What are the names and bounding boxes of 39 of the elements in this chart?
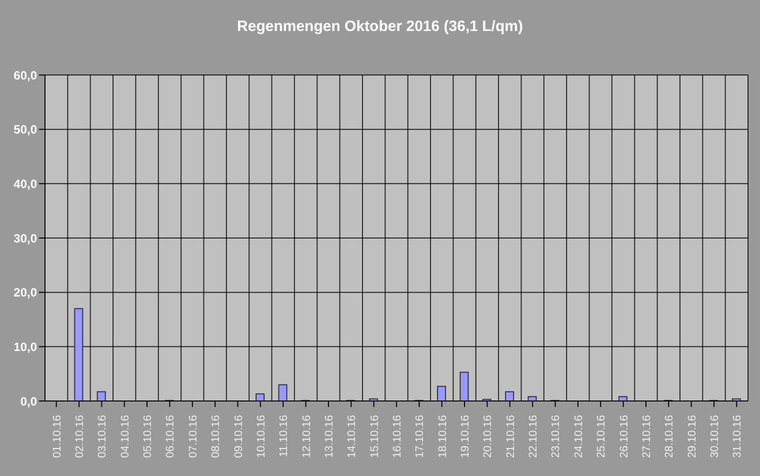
x-tick-label: 21.10.16 — [504, 415, 517, 458]
y-tick-label: 50,0 — [14, 122, 38, 137]
x-tick-label: 05.10.16 — [142, 415, 154, 458]
x-tick-label: 01.10.16 — [51, 415, 64, 458]
x-tick-label: 11.10.16 — [278, 415, 290, 458]
x-tick-label: 04.10.16 — [119, 415, 132, 458]
x-tick-label: 24.10.16 — [572, 415, 585, 458]
x-tick-label: 28.10.16 — [664, 415, 676, 458]
x-tick-label: 27.10.16 — [640, 415, 653, 458]
x-tick-label: 09.10.16 — [232, 415, 245, 458]
x-tick-label: 18.10.16 — [436, 415, 449, 458]
x-tick-label: 19.10.16 — [460, 415, 472, 458]
x-tick-label: 22.10.16 — [528, 415, 540, 458]
y-tick-label: 20,0 — [14, 286, 38, 300]
y-tick-label: 0,0 — [20, 394, 38, 408]
x-tick-label: 14.10.16 — [346, 415, 358, 458]
y-tick-label: 30,0 — [14, 231, 38, 246]
x-tick-label: 20.10.16 — [482, 415, 494, 458]
x-tick-label: 13.10.16 — [323, 415, 336, 458]
x-tick-label: 08.10.16 — [210, 415, 222, 458]
x-tick-label: 25.10.16 — [596, 415, 608, 458]
x-tick-label: 30.10.16 — [708, 415, 721, 458]
chart-title: Regenmengen Oktober 2016 (36,1 L/qm) — [236, 18, 524, 35]
x-tick-label: 07.10.16 — [187, 415, 200, 458]
x-tick-label: 02.10.16 — [74, 415, 86, 458]
x-tick-label: 03.10.16 — [96, 415, 109, 458]
y-tick-label: 40,0 — [14, 176, 38, 191]
x-tick-label: 10.10.16 — [255, 415, 268, 458]
x-tick-label: 17.10.16 — [414, 415, 426, 458]
x-tick-label: 23.10.16 — [550, 415, 562, 458]
x-tick-label: 12.10.16 — [300, 415, 313, 458]
x-tick-label: 06.10.16 — [164, 415, 177, 458]
x-tick-label: 15.10.16 — [368, 415, 381, 458]
x-tick-label: 29.10.16 — [686, 415, 698, 458]
x-tick-label: 16.10.16 — [392, 415, 404, 458]
y-tick-label: 10,0 — [14, 340, 38, 354]
x-tick-label: 31.10.16 — [732, 415, 744, 458]
x-tick-label: 26.10.16 — [618, 415, 630, 458]
y-tick-label: 60,0 — [14, 68, 38, 82]
